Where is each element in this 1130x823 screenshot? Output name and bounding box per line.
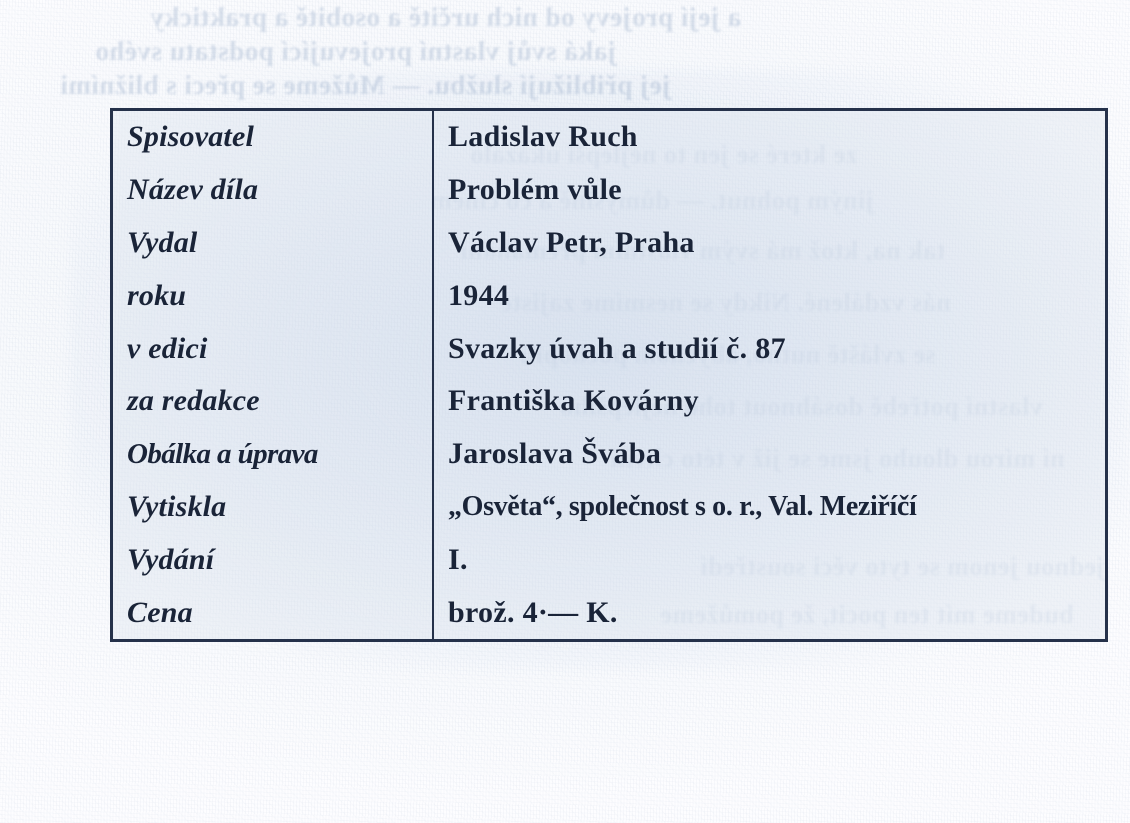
table-row: Název díla Problém vůle	[111, 163, 1107, 217]
colophon-table-body: Spisovatel Ladislav Ruch Název díla Prob…	[111, 109, 1107, 641]
row-label-spisovatel: Spisovatel	[111, 109, 434, 164]
row-value-roku: 1944	[448, 278, 510, 312]
table-row: Vydání I.	[111, 533, 1107, 587]
row-value-vydal: Václav Petr, Praha	[448, 225, 695, 259]
table-row: Vytiskla „Osvěta“, společnost s o. r., V…	[111, 480, 1107, 534]
row-value-za-redakce: Františka Kovárny	[448, 384, 699, 418]
colophon-table-container: Spisovatel Ladislav Ruch Název díla Prob…	[110, 108, 1108, 642]
row-value-obalka-a-uprava: Jaroslava Švába	[448, 437, 662, 471]
table-row: Spisovatel Ladislav Ruch	[111, 109, 1107, 164]
table-row: v edici Svazky úvah a studií č. 87	[111, 322, 1107, 375]
row-label-vytiskla: Vytiskla	[111, 480, 434, 534]
row-value-v-edici: Svazky úvah a studií č. 87	[448, 331, 786, 365]
table-row: Cena brož. 4·— K.	[111, 586, 1107, 641]
row-value-vytiskla: „Osvěta“, společnost s o. r., Val. Meziř…	[448, 490, 917, 522]
row-label-cena: Cena	[111, 586, 434, 641]
row-value-cena: brož. 4·— K.	[448, 595, 618, 629]
table-row: Vydal Václav Petr, Praha	[111, 216, 1107, 270]
table-row: za redakce Františka Kovárny	[111, 374, 1107, 428]
row-label-v-edici: v edici	[111, 322, 434, 375]
row-value-spisovatel: Ladislav Ruch	[448, 120, 638, 154]
row-label-vydal: Vydal	[111, 216, 434, 270]
table-row: roku 1944	[111, 269, 1107, 323]
row-label-nazev-dila: Název díla	[111, 163, 434, 217]
colophon-table: Spisovatel Ladislav Ruch Název díla Prob…	[110, 108, 1108, 642]
row-label-za-redakce: za redakce	[111, 374, 434, 428]
row-value-nazev-dila: Problém vůle	[448, 173, 622, 207]
row-label-obalka-a-uprava: Obálka a úprava	[111, 427, 434, 481]
row-value-vydani: I.	[448, 542, 468, 576]
row-label-roku: roku	[111, 269, 434, 323]
table-row: Obálka a úprava Jaroslava Švába	[111, 427, 1107, 481]
row-label-vydani: Vydání	[111, 533, 434, 587]
